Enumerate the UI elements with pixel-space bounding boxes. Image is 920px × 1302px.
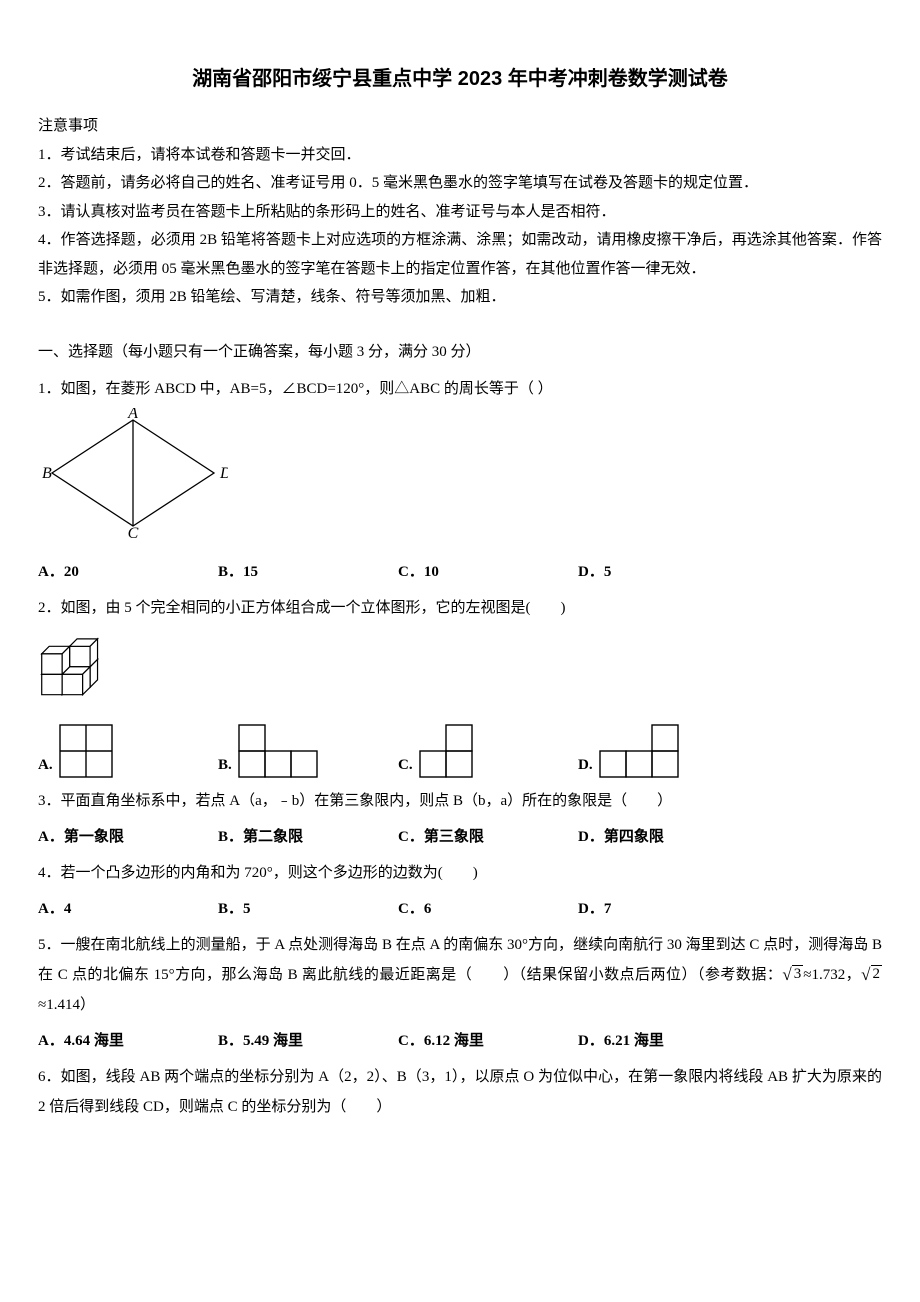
q3-text: 3．平面直角坐标系中，若点 A（a，﹣b）在第三象限内，则点 B（b，a）所在的… <box>38 786 882 816</box>
question-6: 6．如图，线段 AB 两个端点的坐标分别为 A（2，2）、B（3，1），以原点 … <box>38 1062 882 1122</box>
q2-text: 2．如图，由 5 个完全相同的小正方体组合成一个立体图形，它的左视图是( ) <box>38 593 882 623</box>
notice-2: 2．答题前，请务必将自己的姓名、准考证号用 0．5 毫米黑色墨水的签字笔填写在试… <box>38 169 882 198</box>
q1-label-A: A <box>127 408 138 422</box>
notice-1: 1．考试结束后，请将本试卷和答题卡一并交回． <box>38 141 882 170</box>
sqrt3-rad: 3 <box>792 965 804 983</box>
q1-choice-D: D．5 <box>578 557 611 587</box>
q2-choice-D-label: D. <box>578 750 593 780</box>
sqrt2: √2 <box>861 965 882 983</box>
q4-choice-A: A．4 <box>38 894 71 924</box>
q2-choice-A-label: A. <box>38 750 53 780</box>
q2-choice-C: C. <box>398 724 578 780</box>
q2-optB-grid <box>238 724 320 780</box>
q1-label-C: C <box>128 525 139 538</box>
q2-optC-grid <box>419 724 475 780</box>
q2-choice-A: A. <box>38 724 218 780</box>
sqrt3: √3 <box>782 965 803 983</box>
q4-choice-C: C．6 <box>398 894 431 924</box>
notice-3: 3．请认真核对监考员在答题卡上所粘贴的条形码上的姓名、准考证号与本人是否相符． <box>38 198 882 227</box>
question-5: 5．一艘在南北航线上的测量船，于 A 点处测得海岛 B 在点 A 的南偏东 30… <box>38 930 882 1056</box>
q2-figure-cubes <box>38 629 118 699</box>
q1-label-D: D <box>219 465 228 482</box>
question-4: 4．若一个凸多边形的内角和为 720°，则这个多边形的边数为( ) A．4 B．… <box>38 858 882 924</box>
q1-choice-C: C．10 <box>398 557 439 587</box>
q2-choice-B-label: B. <box>218 750 232 780</box>
q4-choices: A．4 B．5 C．6 D．7 <box>38 894 882 924</box>
q5-approx2: ≈1.414） <box>38 997 95 1013</box>
q5-choice-D: D．6.21 海里 <box>578 1026 664 1056</box>
q2-choices: A. B. <box>38 724 882 780</box>
q1-choice-B: B．15 <box>218 557 258 587</box>
q5-approx3: ≈1.732， <box>803 967 861 983</box>
q1-choices: A．20 B．15 C．10 D．5 <box>38 557 882 587</box>
notice-4: 4．作答选择题，必须用 2B 铅笔将答题卡上对应选项的方框涂满、涂黑；如需改动，… <box>38 226 882 283</box>
q5-choices: A．4.64 海里 B．5.49 海里 C．6.12 海里 D．6.21 海里 <box>38 1026 882 1056</box>
q4-choice-D: D．7 <box>578 894 611 924</box>
q2-choice-C-label: C. <box>398 750 413 780</box>
q5-choice-A: A．4.64 海里 <box>38 1026 124 1056</box>
q2-optA-grid <box>59 724 115 780</box>
q2-choice-D: D. <box>578 724 758 780</box>
q6-text: 6．如图，线段 AB 两个端点的坐标分别为 A（2，2）、B（3，1），以原点 … <box>38 1062 882 1122</box>
q1-choice-A: A．20 <box>38 557 79 587</box>
page-title: 湖南省邵阳市绥宁县重点中学 2023 年中考冲刺卷数学测试卷 <box>38 60 882 98</box>
q5-text-a: 5．一艘在南北航线上的测量船，于 A 点处测得海岛 B 在点 A 的南偏东 30… <box>38 937 882 983</box>
q3-choice-C: C．第三象限 <box>398 822 484 852</box>
question-3: 3．平面直角坐标系中，若点 A（a，﹣b）在第三象限内，则点 B（b，a）所在的… <box>38 786 882 852</box>
q5-choice-C: C．6.12 海里 <box>398 1026 484 1056</box>
question-1: 1．如图，在菱形 ABCD 中，AB=5，∠BCD=120°，则△ABC 的周长… <box>38 374 882 587</box>
question-2: 2．如图，由 5 个完全相同的小正方体组合成一个立体图形，它的左视图是( ) <box>38 593 882 780</box>
q4-text: 4．若一个凸多边形的内角和为 720°，则这个多边形的边数为( ) <box>38 858 882 888</box>
sqrt2-rad: 2 <box>871 965 883 983</box>
q3-choice-D: D．第四象限 <box>578 822 664 852</box>
q3-choice-B: B．第二象限 <box>218 822 303 852</box>
q1-figure-rhombus: A B C D <box>38 408 228 538</box>
q4-choice-B: B．5 <box>218 894 251 924</box>
q3-choice-A: A．第一象限 <box>38 822 124 852</box>
section-1-header: 一、选择题（每小题只有一个正确答案，每小题 3 分，满分 30 分） <box>38 338 882 367</box>
q3-choices: A．第一象限 B．第二象限 C．第三象限 D．第四象限 <box>38 822 882 852</box>
q5-text: 5．一艘在南北航线上的测量船，于 A 点处测得海岛 B 在点 A 的南偏东 30… <box>38 930 882 1020</box>
notice-5: 5．如需作图，须用 2B 铅笔绘、写清楚，线条、符号等须加黑、加粗． <box>38 283 882 312</box>
q2-optD-grid <box>599 724 681 780</box>
notice-header: 注意事项 <box>38 112 882 141</box>
q1-label-B: B <box>42 465 52 482</box>
q5-choice-B: B．5.49 海里 <box>218 1026 303 1056</box>
q1-text: 1．如图，在菱形 ABCD 中，AB=5，∠BCD=120°，则△ABC 的周长… <box>38 374 882 404</box>
q2-choice-B: B. <box>218 724 398 780</box>
